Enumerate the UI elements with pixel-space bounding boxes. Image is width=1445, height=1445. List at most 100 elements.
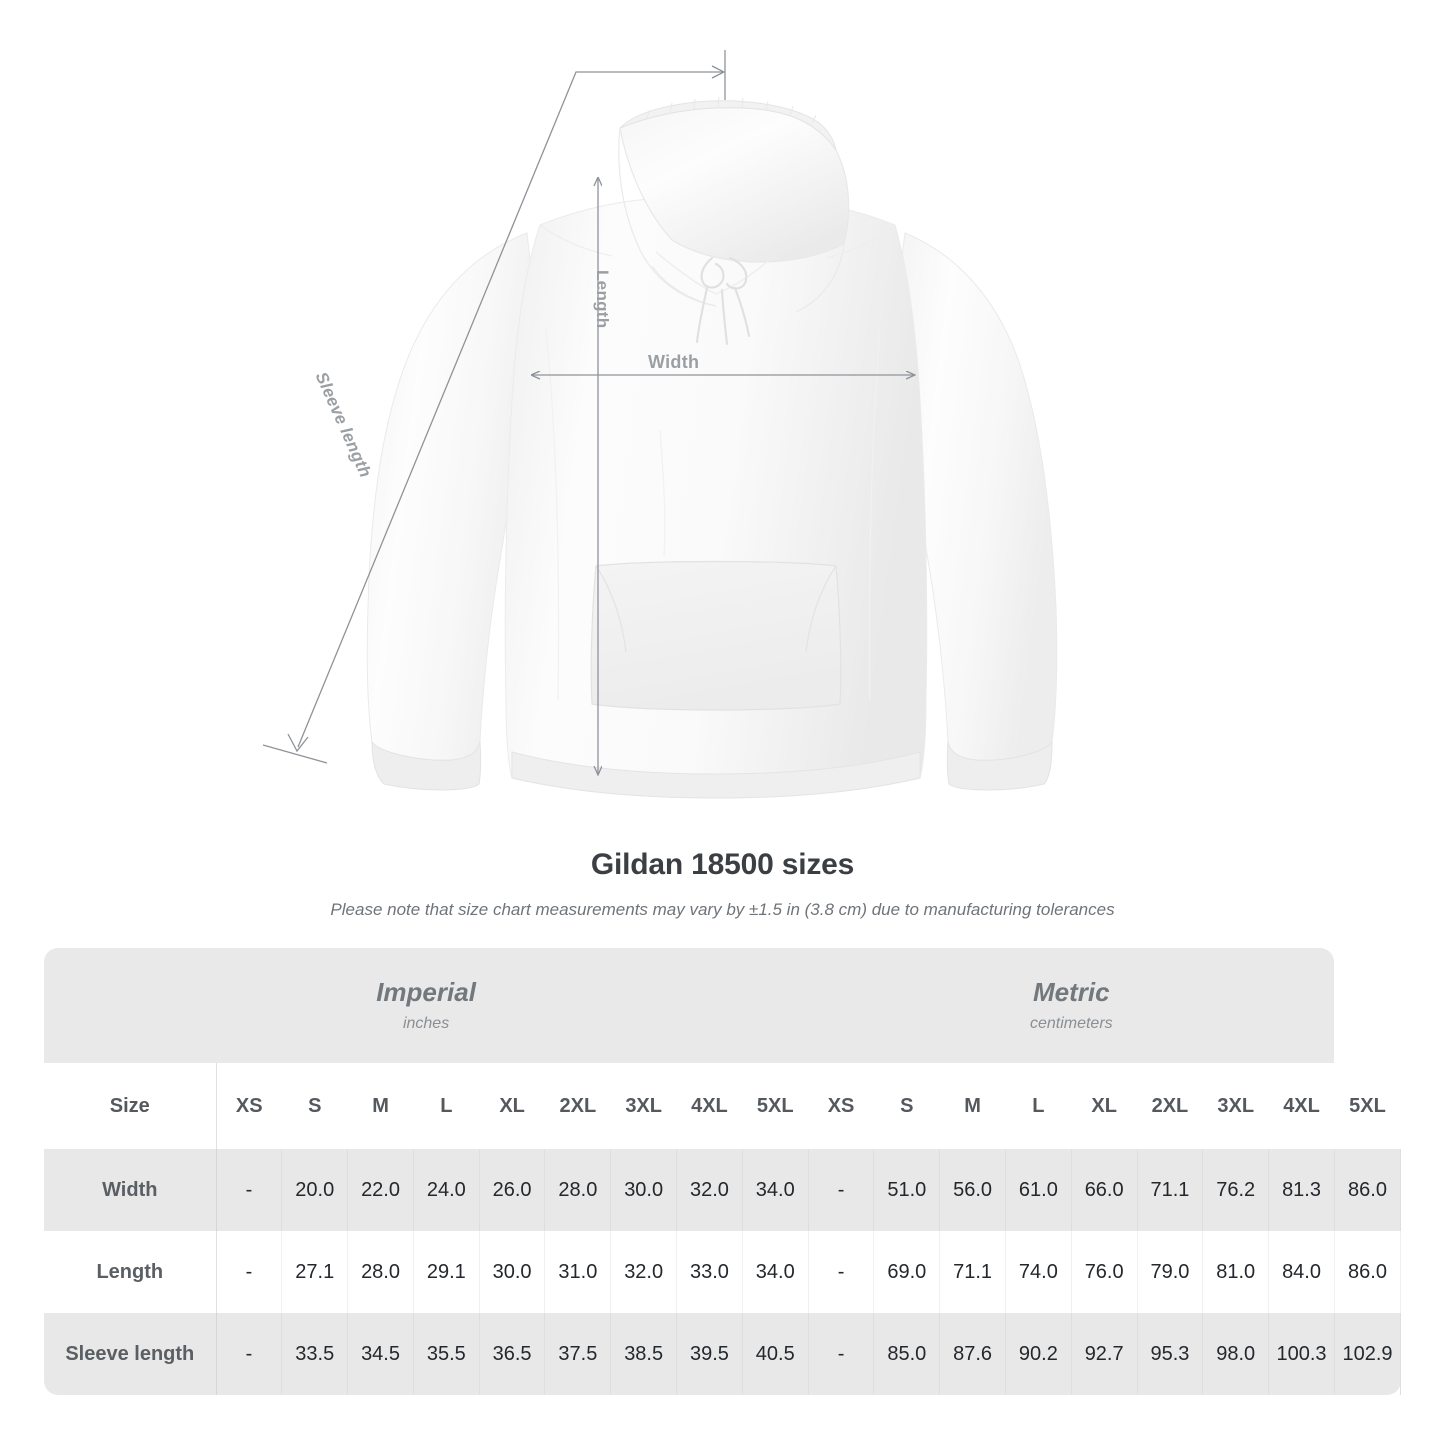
cell-length-metric-4xl: 84.0 <box>1268 1231 1335 1313</box>
cell-sleeve-metric-3xl: 98.0 <box>1202 1313 1270 1395</box>
column-header-imperial-xs: XS <box>216 1063 282 1149</box>
cell-width-metric-3xl: 76.2 <box>1202 1149 1270 1231</box>
cell-length-metric-xs: - <box>808 1231 875 1313</box>
cell-sleeve-imperial-2xl: 37.5 <box>544 1313 612 1395</box>
column-header-size: Size <box>44 1063 217 1149</box>
column-header-metric-l: L <box>1005 1063 1072 1149</box>
tolerance-note: Please note that size chart measurements… <box>330 900 1115 919</box>
cell-length-metric-3xl: 81.0 <box>1202 1231 1270 1313</box>
cell-sleeve-metric-l: 90.2 <box>1005 1313 1072 1395</box>
column-header-imperial-2xl: 2XL <box>544 1063 611 1149</box>
cell-width-imperial-l: 24.0 <box>413 1149 480 1231</box>
column-header-metric-s: S <box>873 1063 940 1149</box>
imperial-unit-cell: Imperial inches <box>44 948 809 1063</box>
cell-length-imperial-s: 27.1 <box>281 1231 349 1313</box>
cell-width-metric-s: 51.0 <box>873 1149 941 1231</box>
cell-width-imperial-m: 22.0 <box>347 1149 414 1231</box>
row-label-sleeve-length: Sleeve length <box>44 1313 217 1395</box>
measurement-lines <box>262 50 914 774</box>
metric-unit-name: Metric <box>1033 976 1110 1007</box>
cell-length-metric-xl: 76.0 <box>1071 1231 1138 1313</box>
length-label: Length <box>593 270 612 329</box>
cell-length-imperial-l: 29.1 <box>413 1231 480 1313</box>
cell-sleeve-imperial-m: 34.5 <box>347 1313 414 1395</box>
row-label-width: Width <box>44 1149 217 1231</box>
cell-length-imperial-xl: 30.0 <box>479 1231 546 1313</box>
garment-diagram: Width Length Sleeve length <box>262 50 1058 799</box>
cell-sleeve-metric-4xl: 100.3 <box>1268 1313 1335 1395</box>
table-row: Length - 27.1 28.0 29.1 30.0 31.0 32.0 3… <box>44 1231 1402 1313</box>
cell-width-imperial-2xl: 28.0 <box>544 1149 612 1231</box>
imperial-unit-sub: inches <box>402 1015 450 1033</box>
sleeve-bottom-tick <box>262 744 328 764</box>
cell-width-metric-5xl: 86.0 <box>1334 1149 1402 1231</box>
cell-sleeve-metric-s: 85.0 <box>873 1313 941 1395</box>
page-title: Gildan 18500 sizes <box>590 848 855 881</box>
width-label: Width <box>648 352 700 372</box>
cell-width-imperial-4xl: 32.0 <box>676 1149 743 1231</box>
column-header-imperial-s: S <box>281 1063 348 1149</box>
cell-sleeve-imperial-4xl: 39.5 <box>676 1313 743 1395</box>
heading-block: Gildan 18500 sizes Please note that size… <box>0 848 1445 920</box>
cell-length-imperial-4xl: 33.0 <box>676 1231 743 1313</box>
size-chart-table: Imperial inches Metric centimeters Size … <box>44 948 1402 1395</box>
cell-width-metric-m: 56.0 <box>939 1149 1006 1231</box>
cell-sleeve-metric-xl: 92.7 <box>1071 1313 1138 1395</box>
column-header-imperial-3xl: 3XL <box>610 1063 677 1149</box>
cell-width-metric-xs: - <box>808 1149 875 1231</box>
cell-sleeve-imperial-3xl: 38.5 <box>610 1313 678 1395</box>
cell-sleeve-metric-5xl: 102.9 <box>1334 1313 1402 1395</box>
unit-band-row: Imperial inches Metric centimeters <box>44 948 1401 1063</box>
column-header-metric-3xl: 3XL <box>1202 1063 1269 1149</box>
cell-width-metric-l: 61.0 <box>1005 1149 1072 1231</box>
column-header-imperial-l: L <box>413 1063 480 1149</box>
cell-sleeve-imperial-s: 33.5 <box>281 1313 349 1395</box>
column-header-metric-5xl: 5XL <box>1334 1063 1401 1149</box>
cell-length-metric-l: 74.0 <box>1005 1231 1072 1313</box>
cell-width-metric-4xl: 81.3 <box>1268 1149 1335 1231</box>
column-header-metric-xl: XL <box>1071 1063 1138 1149</box>
table-row: Sleeve length - 33.5 34.5 35.5 36.5 37.5… <box>44 1313 1402 1395</box>
cell-length-imperial-xs: - <box>216 1231 283 1313</box>
column-header-imperial-m: M <box>347 1063 414 1149</box>
table-row: Width - 20.0 22.0 24.0 26.0 28.0 30.0 32… <box>44 1149 1402 1231</box>
cell-length-imperial-5xl: 34.0 <box>742 1231 809 1313</box>
cell-length-metric-5xl: 86.0 <box>1334 1231 1402 1313</box>
column-header-metric-4xl: 4XL <box>1268 1063 1335 1149</box>
column-header-metric-2xl: 2XL <box>1137 1063 1203 1149</box>
cell-width-imperial-xs: - <box>216 1149 283 1231</box>
metric-unit-sub: centimeters <box>1029 1015 1113 1033</box>
cell-sleeve-imperial-l: 35.5 <box>413 1313 480 1395</box>
row-label-length: Length <box>44 1231 217 1313</box>
cell-width-imperial-5xl: 34.0 <box>742 1149 809 1231</box>
cell-sleeve-metric-m: 87.6 <box>939 1313 1006 1395</box>
cell-sleeve-imperial-5xl: 40.5 <box>742 1313 809 1395</box>
cell-length-metric-s: 69.0 <box>873 1231 941 1313</box>
column-header-metric-m: M <box>939 1063 1006 1149</box>
cell-width-metric-xl: 66.0 <box>1071 1149 1138 1231</box>
cell-length-imperial-2xl: 31.0 <box>544 1231 612 1313</box>
column-header-metric-xs: XS <box>808 1063 874 1149</box>
imperial-unit-name: Imperial <box>376 976 476 1007</box>
cell-sleeve-metric-xs: - <box>808 1313 875 1395</box>
metric-unit-cell: Metric centimeters <box>808 948 1335 1063</box>
cell-length-metric-m: 71.1 <box>939 1231 1006 1313</box>
cell-width-metric-2xl: 71.1 <box>1137 1149 1204 1231</box>
cell-length-imperial-m: 28.0 <box>347 1231 414 1313</box>
cell-length-metric-2xl: 79.0 <box>1137 1231 1204 1313</box>
cell-width-imperial-s: 20.0 <box>281 1149 349 1231</box>
column-header-imperial-xl: XL <box>479 1063 545 1149</box>
hoodie-shape <box>366 96 1058 799</box>
cell-sleeve-metric-2xl: 95.3 <box>1137 1313 1204 1395</box>
sleeve-length-dimension-line <box>297 71 723 748</box>
cell-sleeve-imperial-xs: - <box>216 1313 283 1395</box>
size-header-row: Size XS S M L XL 2XL 3XL 4XL 5XL XS S M … <box>44 1063 1401 1149</box>
hoodie-illustration <box>262 50 1058 799</box>
size-chart-table-wrapper: Imperial inches Metric centimeters Size … <box>44 948 1402 1395</box>
cell-width-imperial-3xl: 30.0 <box>610 1149 678 1231</box>
column-header-imperial-5xl: 5XL <box>742 1063 809 1149</box>
cell-width-imperial-xl: 26.0 <box>479 1149 546 1231</box>
cell-length-imperial-3xl: 32.0 <box>610 1231 678 1313</box>
cell-sleeve-imperial-xl: 36.5 <box>479 1313 546 1395</box>
column-header-imperial-4xl: 4XL <box>676 1063 743 1149</box>
